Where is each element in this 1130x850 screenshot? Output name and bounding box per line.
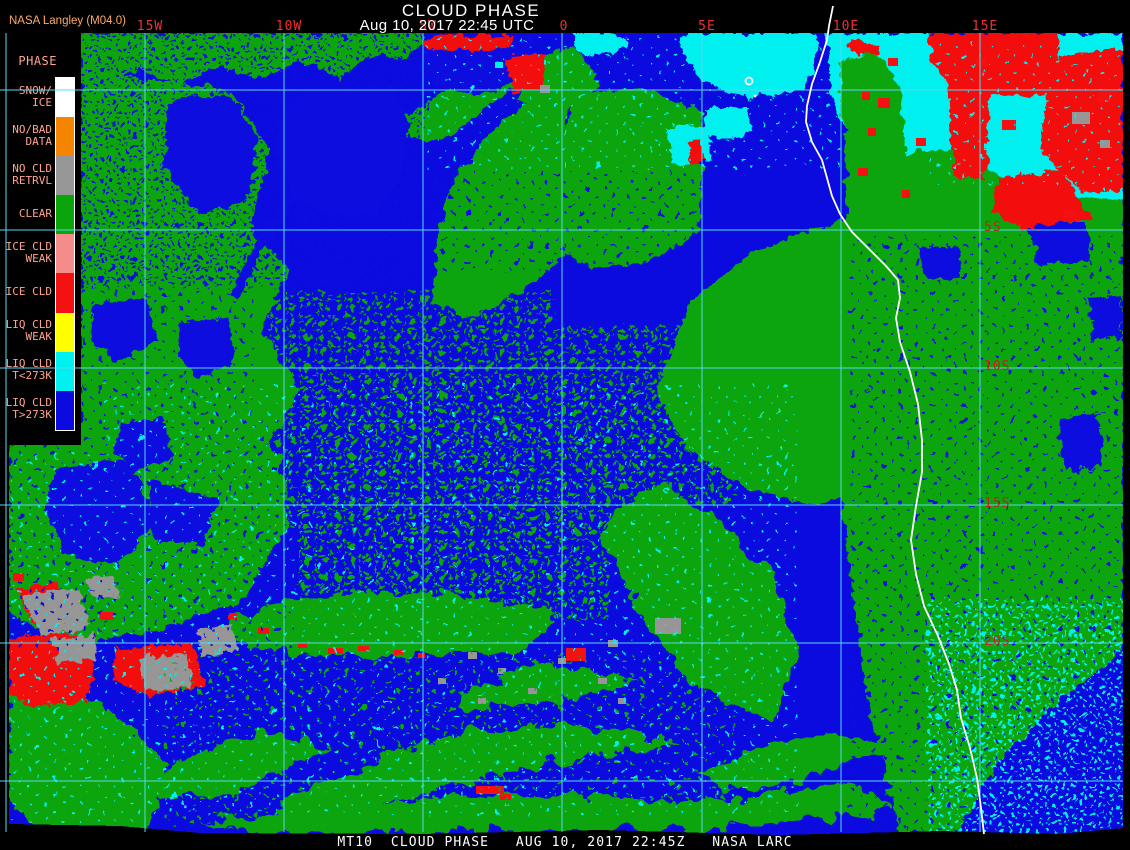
legend-labels: SNOW/ICE NO/BAD DATA NO CLD RETRVL CLEAR I… [0, 77, 53, 429]
credit-text: NASA Langley (M04.0) [9, 15, 126, 27]
cloud-phase-raster [9, 33, 1123, 836]
lon-label-5w: 5W [419, 19, 437, 34]
lon-label-0: 0 [559, 19, 569, 34]
lon-label-15w: 15W [136, 19, 164, 34]
footer-bar: MT10 CLOUD PHASE AUG 10, 2017 22:45Z NAS… [0, 836, 1130, 850]
legend-label: LIQ CLD T<273K [5, 357, 52, 383]
legend-label: CLEAR [18, 206, 52, 220]
legend-swatch [56, 234, 74, 274]
lon-label-10e: 10E [832, 19, 860, 34]
legend-label: NO/BAD DATA [12, 122, 52, 148]
page-subtitle: Aug 10, 2017 22:45 UTC [359, 17, 535, 34]
lon-label-5e: 5E [698, 19, 716, 34]
page-title: CLOUD PHASE [401, 1, 541, 20]
legend-swatch [56, 312, 74, 352]
legend-label: SNOW/ICE [18, 83, 52, 109]
legend-swatch [56, 390, 74, 430]
legend-colorbar [55, 77, 75, 431]
legend-swatch [56, 78, 74, 118]
speckle-textures [9, 33, 1123, 835]
legend-swatch [56, 195, 74, 235]
legend-swatch [56, 117, 74, 157]
phase-legend: PHASE SNOW/ICE NO/BAD DATA NO CLD RETRVL C… [0, 0, 81, 445]
legend-label: NO CLD RETRVL [12, 161, 52, 187]
legend-title: PHASE [18, 54, 57, 68]
legend-label: ICE CLD WEAK [5, 239, 52, 265]
lon-label-10w: 10W [275, 19, 303, 34]
legend-label: LIQ CLD WEAK [5, 318, 52, 344]
lat-label-15s: 15S [984, 496, 1011, 511]
legend-swatch [56, 351, 74, 391]
swath-edge [9, 824, 1123, 836]
lat-label-5s: 5S [984, 220, 1002, 235]
legend-label: LIQ CLD T>273K [5, 396, 52, 422]
legend-swatch [56, 273, 74, 313]
footer-text: MT10 CLOUD PHASE AUG 10, 2017 22:45Z NAS… [337, 835, 793, 850]
legend-label: ICE CLD [5, 285, 52, 299]
lon-label-15e: 15E [971, 19, 999, 34]
lat-label-20s: 20S [984, 634, 1011, 649]
legend-swatch [56, 156, 74, 196]
lat-label-10s: 10S [984, 359, 1011, 374]
